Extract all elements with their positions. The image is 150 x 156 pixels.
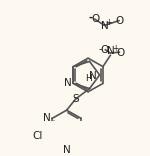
Text: O: O [115,16,123,26]
Text: +: + [105,19,112,27]
Text: N: N [64,78,72,88]
Text: Cl: Cl [32,131,43,141]
Text: -: - [99,44,102,54]
Text: N: N [89,71,97,81]
Text: O: O [91,14,100,24]
Text: N: N [107,46,115,56]
Text: N: N [63,145,70,155]
Text: N: N [100,21,108,31]
Text: -: - [88,12,93,22]
Text: N: N [43,113,51,123]
Text: +: + [112,44,118,54]
Text: H: H [85,74,92,83]
Text: O: O [116,48,124,58]
Text: O: O [100,45,109,55]
Text: S: S [72,94,79,104]
